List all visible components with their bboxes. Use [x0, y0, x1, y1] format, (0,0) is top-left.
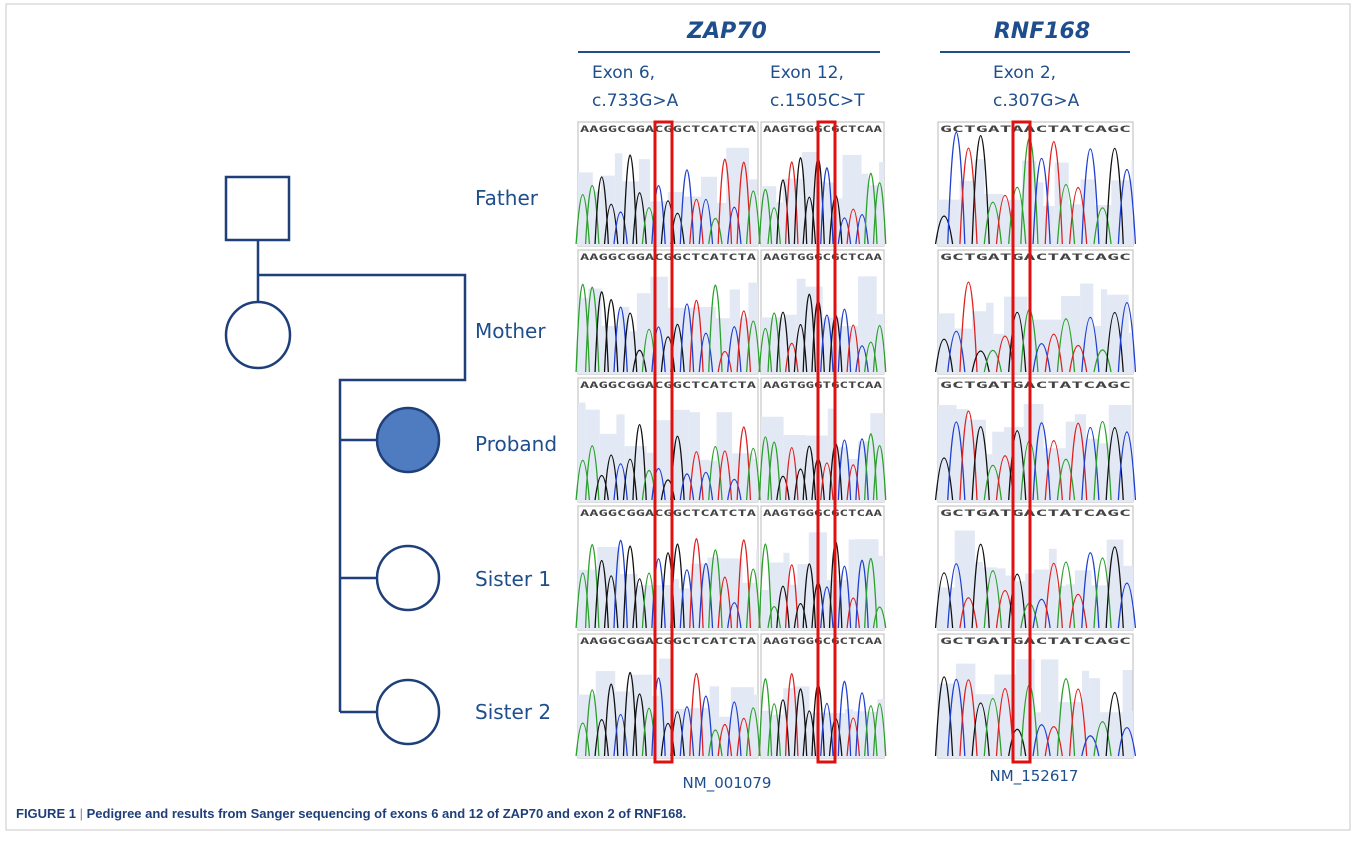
transcript-id: NM_152617	[990, 767, 1079, 786]
base-sequence: AAGTGGGCGCTCAA	[763, 509, 883, 519]
caption-text: Pedigree and results from Sanger sequenc…	[87, 806, 687, 821]
caption: FIGURE 1 | Pedigree and results from San…	[16, 806, 686, 821]
base-sequence: AAGGCGGACGGCTCATCTA	[580, 509, 757, 519]
member-label: Father	[475, 186, 539, 210]
sequencing: Father Mother Proband Sister 1 Sister 2 ZAP70…	[475, 19, 1135, 793]
quality-bar	[955, 329, 972, 374]
quality-bar	[938, 683, 956, 758]
caption-separator: |	[80, 806, 83, 821]
exon-label: c.733G>A	[592, 91, 679, 111]
quality-bar	[938, 405, 956, 502]
quality-bar	[761, 590, 769, 630]
quality-bar	[695, 307, 716, 374]
exon-label: Exon 6,	[592, 63, 655, 83]
base-sequence: GCTGATGACTATCAGC	[940, 253, 1131, 263]
mother-symbol	[226, 302, 290, 368]
quality-bar	[1089, 678, 1100, 758]
quality-bar	[1129, 333, 1133, 374]
base-sequence: AAGTGGGCGCTCAA	[763, 125, 883, 135]
quality-bar	[1101, 289, 1107, 374]
quality-bar	[578, 172, 593, 246]
pedigree	[226, 177, 465, 744]
base-sequence: AAGTGGGCGCTCAA	[763, 253, 883, 263]
base-sequence: AAGGCGGACGGCTCATCTA	[580, 637, 757, 647]
quality-bar	[578, 403, 586, 502]
gene-name: RNF168	[994, 19, 1090, 44]
base-sequence: GCTGATGACTATCAGC	[940, 381, 1131, 391]
quality-bar	[1132, 711, 1133, 758]
quality-bar	[1041, 659, 1058, 758]
quality-bar	[1123, 670, 1133, 758]
quality-bar	[761, 317, 784, 374]
quality-bar	[956, 664, 976, 758]
caption-label: FIGURE 1	[16, 806, 76, 821]
base-sequence: GCTGATGACTATCAGC	[940, 637, 1131, 647]
quality-bar	[992, 432, 1004, 502]
exon-label: c.1505C>T	[770, 91, 865, 111]
exon-label: Exon 12,	[770, 63, 844, 83]
quality-bar	[879, 556, 884, 630]
father-symbol	[226, 177, 289, 240]
quality-bar	[1016, 659, 1035, 758]
base-sequence: AAGGCGGACGGCTCATCTA	[580, 125, 757, 135]
base-sequence: AAGGCGGACGGCTCATCTA	[580, 381, 757, 391]
sister2-symbol	[377, 680, 439, 744]
quality-bar	[639, 159, 650, 246]
exon-label: c.307G>A	[993, 91, 1080, 111]
gene-name: ZAP70	[686, 19, 767, 44]
proband-symbol	[377, 408, 439, 472]
quality-bar	[1107, 295, 1129, 374]
page: Father Mother Proband Sister 1 Sister 2 ZAP70…	[0, 0, 1357, 860]
quality-bar	[730, 289, 740, 374]
base-sequence: GCTGATGACTATCAGC	[940, 509, 1131, 519]
base-sequence: GCTGATAACTATCAGC	[940, 125, 1131, 135]
base-sequence: AAGTGGGTGCTCAA	[763, 381, 883, 391]
quality-bar	[955, 531, 975, 630]
exon-label: Exon 2,	[993, 63, 1056, 83]
transcript-id: NM_001079	[683, 774, 772, 793]
quality-bar	[616, 414, 624, 502]
pedigree-lines	[258, 240, 465, 712]
quality-bar	[1049, 549, 1057, 630]
quality-bar	[710, 686, 720, 758]
base-sequence: AAGTGGGCGCTCAA	[763, 637, 883, 647]
member-label: Proband	[475, 432, 557, 456]
figure: Father Mother Proband Sister 1 Sister 2 ZAP70…	[0, 0, 1357, 855]
member-label: Sister 1	[475, 567, 551, 591]
member-label: Sister 2	[475, 700, 551, 724]
quality-bar	[731, 687, 754, 758]
sister1-symbol	[377, 546, 439, 610]
base-sequence: AAGGCGGACGGCTCATCTA	[580, 253, 757, 263]
member-label: Mother	[475, 319, 546, 343]
